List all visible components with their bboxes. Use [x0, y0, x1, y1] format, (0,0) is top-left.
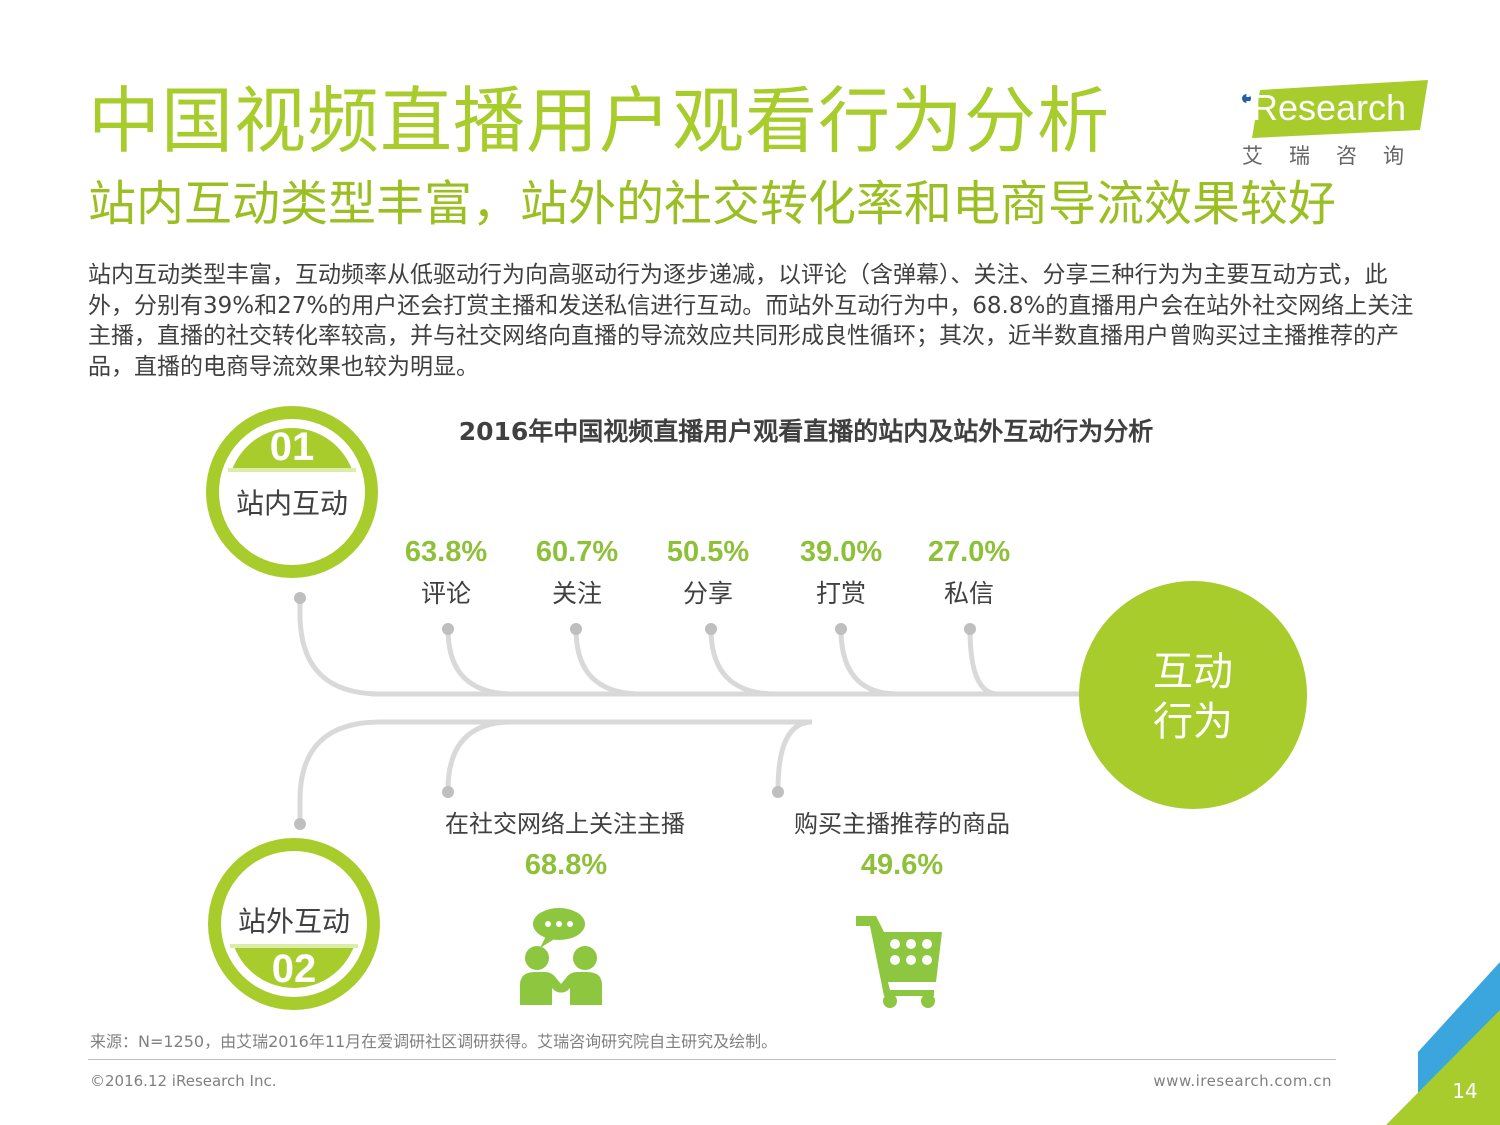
logo-brand-text: iResearch — [1244, 87, 1407, 128]
metric-value-social-follow: 68.8% — [524, 849, 608, 881]
people-chat-icon — [520, 908, 602, 1005]
metric-label-purchase: 购买主播推荐的商品 — [794, 810, 1010, 838]
branch-comment-line — [445, 626, 516, 697]
onsite-badge — [206, 406, 378, 578]
hub-circle — [1079, 581, 1307, 809]
connector-lines — [297, 595, 1093, 825]
logo-dot-icon — [1242, 94, 1251, 103]
metric-value-share: 50.5% — [666, 536, 750, 568]
onsite-badge-number: 01 — [269, 425, 315, 469]
page-number: 14 — [1452, 1079, 1478, 1103]
iresearch-logo: iResearch 艾瑞咨询 — [1238, 80, 1428, 170]
onsite-branch-line — [297, 595, 383, 697]
metric-value-comment: 63.8% — [404, 536, 488, 568]
page-title: 中国视频直播用户观看行为分析 — [88, 79, 1111, 163]
dot-onsite — [294, 592, 306, 604]
branch-share-line — [708, 626, 779, 697]
dot-reward — [835, 623, 847, 635]
dot-offsite — [294, 818, 306, 830]
logo-tagline: 艾瑞咨询 — [1242, 144, 1430, 168]
offsite-badge-number: 02 — [271, 947, 317, 991]
branch-reward-line — [838, 626, 901, 697]
metric-label-social-follow: 在社交网络上关注主播 — [445, 810, 685, 838]
offsite-shop-curve — [377, 719, 813, 793]
hub-label-line2: 行为 — [1153, 699, 1233, 745]
dot-follow — [570, 623, 582, 635]
dot-shopping — [772, 786, 784, 798]
metric-label-message: 私信 — [943, 579, 994, 608]
copyright-text: ©2016.12 iResearch Inc. — [90, 1072, 277, 1090]
dot-message — [964, 623, 976, 635]
metric-value-reward: 39.0% — [799, 536, 883, 568]
hub-label-line1: 互动 — [1153, 649, 1233, 695]
corner-decoration — [1386, 962, 1500, 1125]
footer-divider — [88, 1059, 1336, 1060]
metric-label-reward: 打赏 — [815, 579, 866, 608]
metric-label-share: 分享 — [682, 579, 733, 608]
connector-dots — [294, 592, 976, 830]
onsite-badge-label: 站内互动 — [235, 487, 348, 520]
dot-social — [442, 786, 454, 798]
metric-value-follow: 60.7% — [535, 536, 619, 568]
branch-message-line — [967, 626, 1001, 697]
source-note: 来源：N=1250，由艾瑞2016年11月在爱调研社区调研获得。艾瑞咨询研究院自… — [90, 1032, 778, 1051]
branch-follow-line — [573, 626, 644, 697]
offsite-upper-curve — [297, 719, 513, 825]
offsite-badge-label: 站外互动 — [237, 905, 350, 938]
dot-comment — [442, 623, 454, 635]
summary-paragraph: 站内互动类型丰富，互动频率从低驱动行为向高驱动行为逐步递减，以评论（含弹幕）、关… — [88, 262, 1414, 380]
logo-banner-shape — [1252, 80, 1428, 138]
metric-value-purchase: 49.6% — [860, 849, 944, 881]
metric-label-comment: 评论 — [420, 579, 471, 608]
metric-label-follow: 关注 — [551, 579, 602, 608]
dot-share — [705, 623, 717, 635]
shopping-cart-icon — [856, 916, 942, 1008]
chart-title: 2016年中国视频直播用户观看直播的站内及站外互动行为分析 — [458, 417, 1154, 446]
offsite-badge — [208, 838, 380, 1010]
page-subtitle: 站内互动类型丰富，站外的社交转化率和电商导流效果较好 — [88, 176, 1337, 232]
website-text: www.iresearch.com.cn — [1153, 1072, 1332, 1090]
metric-value-message: 27.0% — [927, 536, 1011, 568]
